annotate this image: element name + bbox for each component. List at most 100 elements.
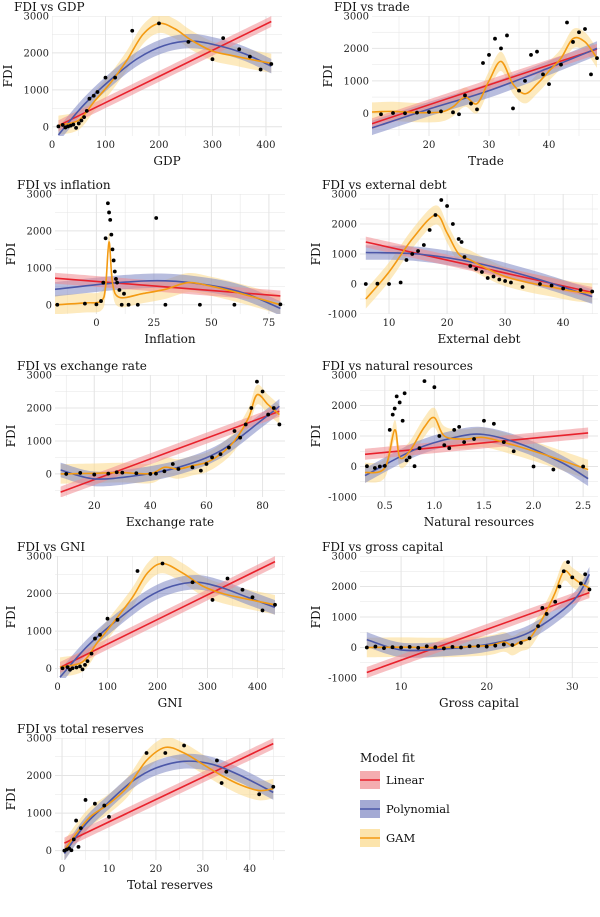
x-tick-label: 100 xyxy=(96,140,115,151)
y-axis-label: FDI xyxy=(4,605,18,628)
data-point xyxy=(437,434,442,438)
data-point xyxy=(92,472,97,477)
data-point xyxy=(540,605,545,610)
linear-fit-line xyxy=(64,742,274,844)
data-point xyxy=(69,848,74,853)
data-point xyxy=(570,575,575,580)
fit-layer xyxy=(55,232,281,314)
x-axis-label: Natural resources xyxy=(424,515,534,529)
data-point xyxy=(578,288,583,292)
data-point xyxy=(468,264,473,268)
data-point xyxy=(65,665,70,670)
data-point xyxy=(427,228,432,232)
data-point xyxy=(472,437,476,441)
data-point xyxy=(583,572,588,577)
y-tick-label: 1000 xyxy=(332,613,357,624)
data-point xyxy=(421,243,426,247)
data-point xyxy=(493,643,498,648)
y-tick-label: 2000 xyxy=(27,226,52,237)
points-layer xyxy=(364,560,592,651)
x-tick-label: 20 xyxy=(423,140,436,151)
data-point xyxy=(115,280,119,285)
y-tick-label: 2000 xyxy=(27,403,52,414)
data-point xyxy=(415,110,419,115)
data-point xyxy=(565,20,569,25)
x-tick-label: 300 xyxy=(203,140,222,151)
data-point xyxy=(135,569,140,573)
data-point xyxy=(566,560,570,564)
points-layer xyxy=(363,198,595,294)
x-tick-label: 80 xyxy=(256,501,269,512)
x-tick-label: 1.0 xyxy=(426,501,442,512)
data-point xyxy=(106,471,111,476)
data-point xyxy=(553,599,558,604)
data-point xyxy=(148,472,153,476)
linear-fit-line xyxy=(365,241,593,294)
legend: Model fit Linear Polynomial GAM xyxy=(360,751,450,847)
data-point xyxy=(225,576,230,581)
data-point xyxy=(491,421,496,426)
data-point xyxy=(561,286,566,291)
polynomial-fit-line xyxy=(366,573,591,652)
data-point xyxy=(424,644,429,649)
data-point xyxy=(278,302,283,307)
y-tick-label: 0 xyxy=(43,122,49,133)
legend-label-linear: Linear xyxy=(386,773,424,787)
data-point xyxy=(416,645,421,650)
y-tick-label: 0 xyxy=(351,462,357,473)
points-layer xyxy=(60,561,277,672)
fit-layer xyxy=(59,556,276,678)
y-tick-label: 3000 xyxy=(332,190,357,201)
x-axis-label: GDP xyxy=(153,154,180,168)
data-point xyxy=(95,90,100,94)
data-point xyxy=(467,644,472,649)
data-point xyxy=(198,302,202,307)
data-point xyxy=(134,471,139,476)
data-point xyxy=(439,109,443,114)
x-tick-label: 200 xyxy=(149,140,168,151)
panel-6: FDI vs natural resources 0.5 1.0 1.5 2.0 2.5 -… xyxy=(309,359,598,529)
data-point xyxy=(501,440,506,444)
data-point xyxy=(130,28,135,33)
panel-title: FDI vs gross capital xyxy=(322,540,443,554)
panel-title: FDI vs GDP xyxy=(14,0,85,14)
data-point xyxy=(519,641,523,645)
data-point xyxy=(111,258,116,263)
x-tick-label: 0 xyxy=(59,864,65,875)
y-tick-label: 1000 xyxy=(27,263,52,274)
data-point xyxy=(102,803,107,808)
data-point xyxy=(547,82,551,87)
data-point xyxy=(407,455,412,460)
data-point xyxy=(160,561,165,566)
y-tick-label: 3000 xyxy=(27,190,52,201)
gridlines xyxy=(55,194,285,314)
y-tick-label: -1000 xyxy=(328,674,357,685)
data-point xyxy=(583,27,587,31)
y-tick-label: 3000 xyxy=(27,552,52,563)
data-point xyxy=(74,125,78,130)
y-tick-label: 0 xyxy=(46,300,52,311)
x-axis-label: Exchange rate xyxy=(126,515,214,529)
y-tick-label: -1000 xyxy=(328,493,357,504)
data-point xyxy=(404,458,409,463)
data-point xyxy=(452,428,457,432)
panel-title: FDI vs total reserves xyxy=(17,722,144,736)
data-point xyxy=(510,643,515,647)
data-point xyxy=(107,814,111,819)
data-point xyxy=(397,400,402,405)
data-point xyxy=(266,412,271,417)
data-point xyxy=(387,282,391,286)
x-tick-label: 40 xyxy=(543,140,556,151)
data-point xyxy=(240,587,245,592)
points-layer xyxy=(379,20,599,117)
data-point xyxy=(55,302,60,307)
x-tick-label: 20 xyxy=(150,864,163,875)
data-point xyxy=(541,72,545,77)
data-point xyxy=(561,569,566,574)
y-tick-label: 0 xyxy=(351,643,357,654)
data-point xyxy=(517,88,521,93)
data-point xyxy=(481,61,485,65)
data-point xyxy=(364,645,369,650)
x-tick-label: 0 xyxy=(49,140,55,151)
data-point xyxy=(232,302,237,307)
